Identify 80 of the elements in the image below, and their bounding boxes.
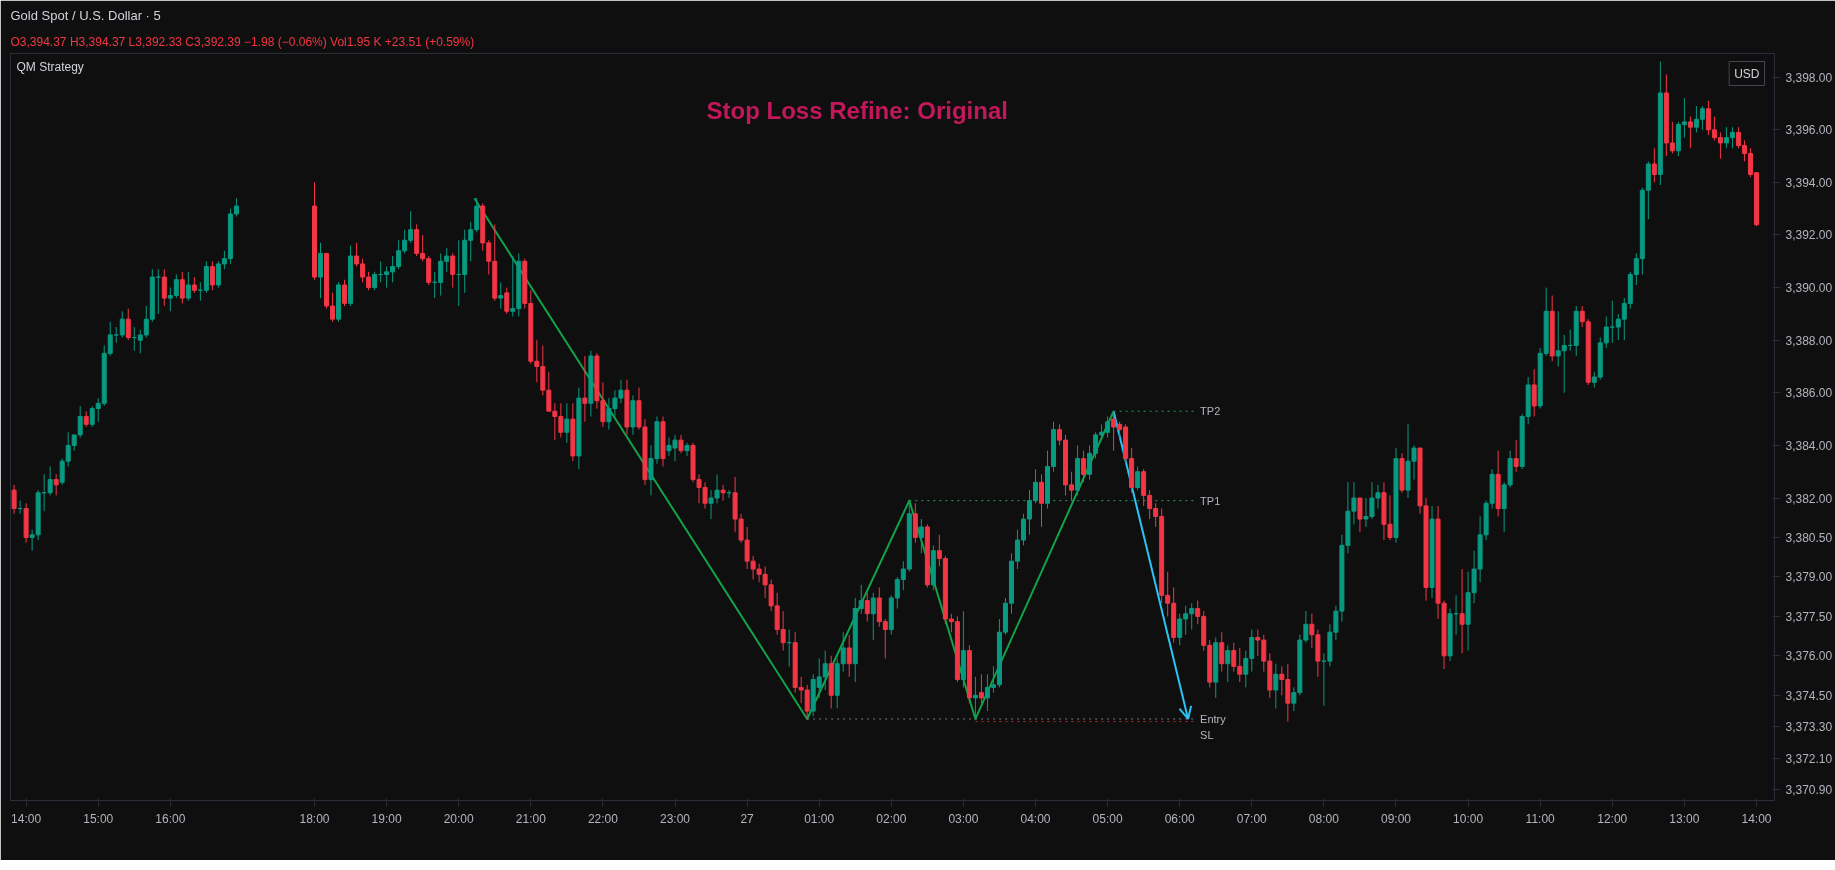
x-tick-label: 11:00 (1525, 811, 1556, 826)
candlestick (1651, 147, 1657, 183)
candlestick (1513, 439, 1519, 473)
x-tick-label: 14:00 (1741, 811, 1772, 826)
x-tick-label: 15:00 (83, 811, 114, 826)
x-tick-label: 16:00 (155, 811, 186, 826)
y-tick-label: 3,388.00 (1785, 333, 1833, 348)
y-tick-label: 3,390.00 (1785, 281, 1833, 296)
candlestick (870, 592, 876, 641)
candlestick (1531, 368, 1537, 417)
candlestick (918, 518, 924, 554)
y-tick-label: 3,379.00 (1785, 570, 1833, 585)
candlestick (1459, 568, 1465, 654)
y-tick-label: 3,398.00 (1785, 70, 1833, 85)
y-tick-label: 3,384.00 (1785, 438, 1833, 453)
x-tick-label: 04:00 (1020, 811, 1051, 826)
y-tick-label: 3,382.00 (1785, 491, 1833, 506)
x-tick-label: 13:00 (1669, 811, 1700, 826)
x-tick-label: 22:00 (587, 811, 619, 826)
candlestick (864, 592, 870, 623)
annotation: Stop Loss Refine: Original (706, 96, 1008, 124)
candlestick (582, 355, 588, 423)
series-label: TP1 (1200, 494, 1221, 507)
chart-subtitle: O3,394.37 H3,394.37 L3,392.33 C3,392.39 −1.98 (−0.06%) Vol1.95 K +23.51 (+0.59%) (10, 34, 475, 49)
y-tick-label: 3,374.50 (1785, 688, 1833, 703)
series-label: Entry (1200, 712, 1227, 725)
candlestick (1273, 663, 1279, 709)
x-tick-label: 20:00 (443, 811, 475, 826)
candlestick (1225, 644, 1231, 683)
candlestick (1081, 450, 1087, 483)
x-tick-label: 03:00 (948, 811, 979, 826)
y-tick-label: 3,396.00 (1785, 123, 1833, 138)
y-tick-label: 3,373.30 (1785, 720, 1833, 735)
x-tick-label: 18:00 (299, 811, 330, 826)
candlestick (564, 402, 570, 444)
y-tick-label: 3,392.00 (1785, 228, 1833, 243)
candlestick (1135, 465, 1141, 491)
candlestick (504, 287, 510, 315)
candlestick (1357, 497, 1363, 533)
y-tick-label: 3,370.90 (1785, 783, 1833, 798)
y-tick-label: 3,372.10 (1785, 751, 1833, 766)
y-tick-label: 3,377.50 (1785, 609, 1833, 624)
candlestick (1039, 473, 1045, 528)
x-tick-label: 27 (740, 811, 755, 826)
candlestick (972, 676, 978, 720)
y-tick-label: 3,386.00 (1785, 386, 1833, 401)
annotation: QM Strategy (16, 59, 84, 74)
x-tick-label: 23:00 (659, 811, 691, 826)
candlestick (678, 434, 684, 454)
x-tick-label: 09:00 (1380, 811, 1412, 826)
y-tick-label: 3,376.00 (1785, 649, 1833, 664)
x-tick-label: 02:00 (876, 811, 907, 826)
candlestick (720, 484, 726, 502)
candlestick (846, 634, 852, 678)
candlestick (912, 502, 918, 544)
candlestick (372, 271, 378, 291)
x-tick-label: 07:00 (1236, 811, 1268, 826)
candlestick (1687, 116, 1693, 149)
series-label: TP2 (1200, 405, 1221, 418)
candlestick (318, 242, 324, 299)
candlestick (342, 279, 348, 307)
candlestick (1219, 631, 1225, 673)
candlestick (978, 673, 984, 704)
x-tick-label: 10:00 (1453, 811, 1484, 826)
x-tick-label: 05:00 (1092, 811, 1123, 826)
y-tick-label: 3,380.50 (1785, 530, 1833, 545)
x-tick-label: 12:00 (1597, 811, 1628, 826)
candlestick (684, 442, 690, 457)
annotation: USD (1734, 66, 1760, 81)
series-label: SL (1200, 728, 1214, 741)
chart-title: Gold Spot / U.S. Dollar · 5 (10, 7, 161, 23)
candlestick (498, 281, 504, 310)
x-tick-label: 06:00 (1164, 811, 1196, 826)
x-tick-label: 19:00 (371, 811, 402, 826)
x-tick-label: 14:00 (11, 811, 42, 826)
x-tick-label: 08:00 (1308, 811, 1340, 826)
candlestick (450, 252, 456, 289)
x-tick-label: 21:00 (515, 811, 547, 826)
y-tick-label: 3,394.00 (1785, 175, 1833, 190)
x-tick-label: 01:00 (804, 811, 835, 826)
